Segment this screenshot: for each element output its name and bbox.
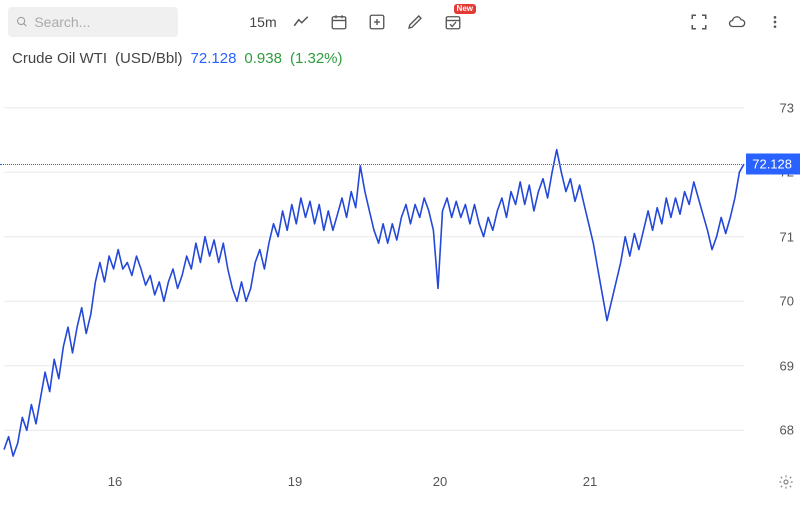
search-box[interactable]	[8, 7, 178, 37]
symbol-price: 72.128	[191, 50, 237, 67]
symbol-info: Crude Oil WTI (USD/Bbl) 72.128 0.938 (1.…	[0, 44, 800, 69]
y-axis-label: 71	[780, 229, 794, 244]
search-icon	[16, 15, 28, 29]
calendar-icon	[330, 13, 348, 31]
y-axis-label: 73	[780, 100, 794, 115]
symbol-change-abs: 0.938	[244, 50, 282, 67]
more-button[interactable]	[758, 6, 792, 38]
interval-selector[interactable]: 15m	[246, 6, 280, 38]
y-axis-label: 70	[780, 294, 794, 309]
cloud-save-button[interactable]	[720, 6, 754, 38]
pencil-icon	[406, 13, 424, 31]
symbol-change-pct: (1.32%)	[290, 50, 343, 67]
add-indicator-button[interactable]	[360, 6, 394, 38]
line-chart-icon	[292, 13, 310, 31]
current-price-tag: 72.128	[746, 153, 800, 174]
edit-button[interactable]	[398, 6, 432, 38]
symbol-name: Crude Oil WTI	[12, 50, 107, 67]
x-axis-label: 21	[583, 474, 597, 489]
current-price-line	[0, 164, 744, 165]
calendar-check-icon	[444, 13, 462, 31]
fullscreen-icon	[690, 13, 708, 31]
symbol-unit: (USD/Bbl)	[115, 50, 183, 67]
chart-area[interactable]: 686970717273 16192021 72.128	[0, 69, 800, 501]
fullscreen-button[interactable]	[682, 6, 716, 38]
new-badge: New	[454, 4, 476, 14]
x-axis-label: 19	[288, 474, 302, 489]
price-chart	[0, 69, 800, 501]
calendar-check-button[interactable]: New	[436, 6, 470, 38]
chart-style-button[interactable]	[284, 6, 318, 38]
date-range-button[interactable]	[322, 6, 356, 38]
x-axis-label: 16	[108, 474, 122, 489]
cloud-icon	[727, 13, 747, 31]
x-axis-label: 20	[433, 474, 447, 489]
gear-icon	[778, 474, 794, 490]
chart-settings-button[interactable]	[778, 474, 794, 495]
toolbar: 15m New	[0, 0, 800, 44]
interval-label: 15m	[249, 14, 276, 30]
search-input[interactable]	[34, 14, 170, 30]
dots-vertical-icon	[767, 13, 783, 31]
y-axis-label: 68	[780, 423, 794, 438]
plus-box-icon	[368, 13, 386, 31]
y-axis-label: 69	[780, 358, 794, 373]
